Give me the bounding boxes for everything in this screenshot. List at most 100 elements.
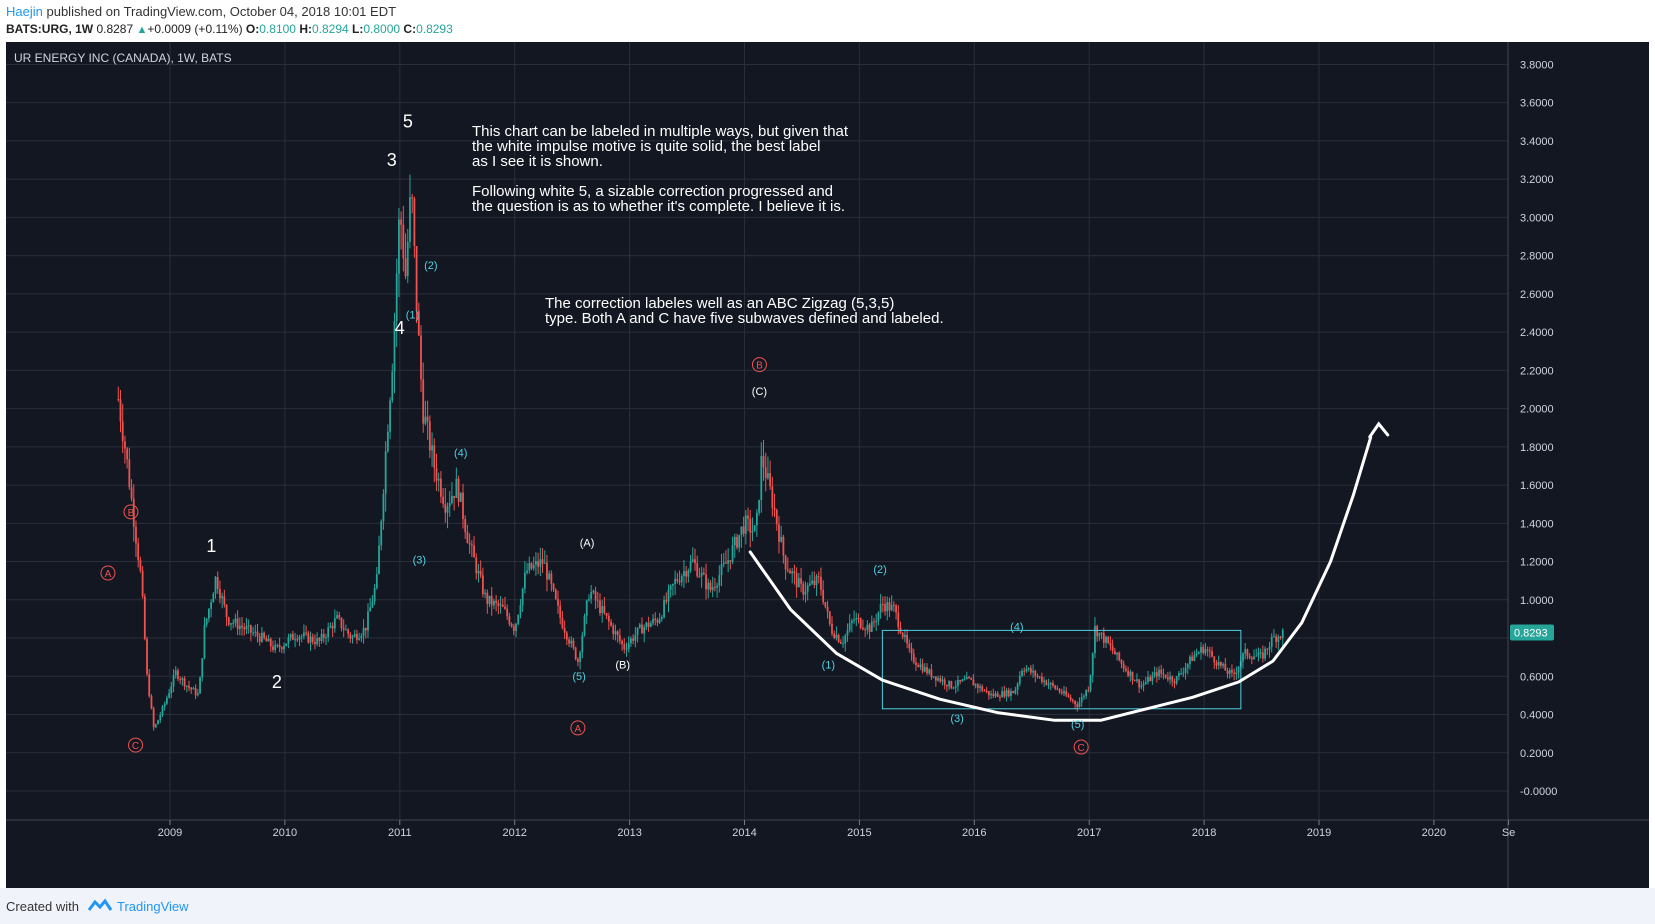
- candle-body: [850, 620, 853, 624]
- candle-body: [347, 629, 349, 635]
- candle-body: [1215, 662, 1218, 666]
- candle-body: [274, 645, 277, 650]
- candle-body: [291, 634, 294, 640]
- candle-body: [188, 685, 190, 688]
- candle-body: [950, 681, 953, 689]
- candle-body: [733, 536, 736, 546]
- candle-body: [1012, 691, 1015, 694]
- candle-body: [382, 493, 385, 522]
- candle-body: [501, 604, 504, 607]
- candle-body: [780, 536, 783, 542]
- candle-body: [1213, 656, 1216, 663]
- candle-body: [537, 561, 540, 567]
- candle-body: [1149, 676, 1152, 682]
- candle-body: [680, 576, 683, 583]
- candle-body: [660, 617, 663, 619]
- candle-body: [687, 570, 690, 577]
- candle-body: [632, 638, 635, 641]
- candle-body: [428, 421, 431, 451]
- candle-body: [1003, 691, 1006, 697]
- candle-body: [252, 632, 254, 634]
- candle-body: [884, 604, 886, 612]
- price-change: +0.0009 (+0.11%): [147, 22, 243, 36]
- candle-body: [1275, 636, 1278, 642]
- candle-body: [1131, 671, 1134, 681]
- candle-body: [1211, 651, 1213, 657]
- y-tick-label: 3.0000: [1520, 212, 1554, 224]
- candle-body: [415, 246, 418, 311]
- candle-body: [782, 536, 785, 556]
- candle-body: [1153, 672, 1156, 676]
- candle-body: [932, 676, 935, 678]
- candle-body: [311, 636, 314, 643]
- candle-body: [908, 643, 911, 649]
- candle-body: [910, 648, 913, 654]
- candle-body: [1078, 702, 1081, 707]
- candle-body: [616, 631, 619, 636]
- candle-body: [249, 625, 252, 633]
- candle-body: [672, 584, 674, 586]
- candle-body: [1001, 691, 1004, 698]
- candle-body: [554, 589, 557, 599]
- candle-body: [1065, 690, 1068, 696]
- candle-body: [258, 636, 261, 642]
- candle-body: [331, 625, 334, 629]
- candle-body: [786, 569, 789, 571]
- candle-body: [367, 611, 369, 631]
- wave-circle: [100, 565, 116, 581]
- candle-body: [196, 693, 199, 696]
- candle-body: [1173, 681, 1176, 684]
- candle-body: [855, 617, 858, 620]
- candle-body: [758, 499, 760, 513]
- candle-body: [126, 448, 129, 460]
- candle-body: [192, 688, 195, 690]
- y-tick-label: 1.2000: [1520, 557, 1554, 569]
- consolidation-box: [881, 629, 1242, 710]
- candle-body: [207, 608, 210, 619]
- candle-body: [727, 560, 730, 564]
- candle-body: [1107, 636, 1110, 643]
- candle-body: [212, 593, 215, 603]
- candle-body: [1029, 668, 1032, 673]
- candle-body: [475, 557, 478, 574]
- candle-body: [375, 574, 378, 589]
- wave-circle: [128, 737, 144, 753]
- candle-body: [1189, 656, 1191, 664]
- candle-body: [979, 686, 981, 688]
- candle-body: [824, 602, 827, 607]
- candle-body: [1231, 670, 1233, 673]
- candle-body: [241, 625, 243, 628]
- x-tick-label: Se: [1502, 827, 1515, 839]
- candle-body: [466, 531, 469, 544]
- candle-body: [406, 241, 409, 277]
- candle-body: [1016, 683, 1019, 690]
- candle-body: [159, 715, 162, 721]
- author-link[interactable]: Haejin: [6, 4, 43, 19]
- candle-body: [1102, 632, 1105, 643]
- tradingview-link[interactable]: TradingView: [117, 899, 189, 914]
- candle-body: [636, 627, 639, 636]
- candle-body: [828, 611, 831, 624]
- price-chart[interactable]: 3.8000 3.6000 3.4000 3.2000 3.0000 2.8000 2.60…: [6, 42, 1649, 888]
- candle-body: [261, 632, 263, 642]
- candle-body: [526, 570, 528, 573]
- candle-body: [1007, 689, 1010, 696]
- candle-body: [1224, 663, 1227, 671]
- candle-body: [289, 634, 292, 638]
- candle-body: [1094, 626, 1096, 654]
- candle-body: [784, 555, 787, 570]
- candle-body: [720, 564, 723, 576]
- candle-body: [1071, 699, 1074, 702]
- candle-body: [892, 604, 895, 606]
- candle-body: [696, 563, 699, 577]
- candle-body: [298, 636, 301, 640]
- candle-body: [888, 602, 891, 611]
- candle-body: [309, 636, 312, 643]
- candle-body: [1052, 683, 1054, 686]
- candle-body: [459, 492, 462, 502]
- wave-circle: [570, 720, 586, 736]
- candle-body: [464, 519, 467, 532]
- candle-body: [400, 219, 403, 225]
- candle-body: [532, 564, 535, 569]
- chart-area[interactable]: 3.8000 3.6000 3.4000 3.2000 3.0000 2.8000 2.60…: [6, 42, 1649, 888]
